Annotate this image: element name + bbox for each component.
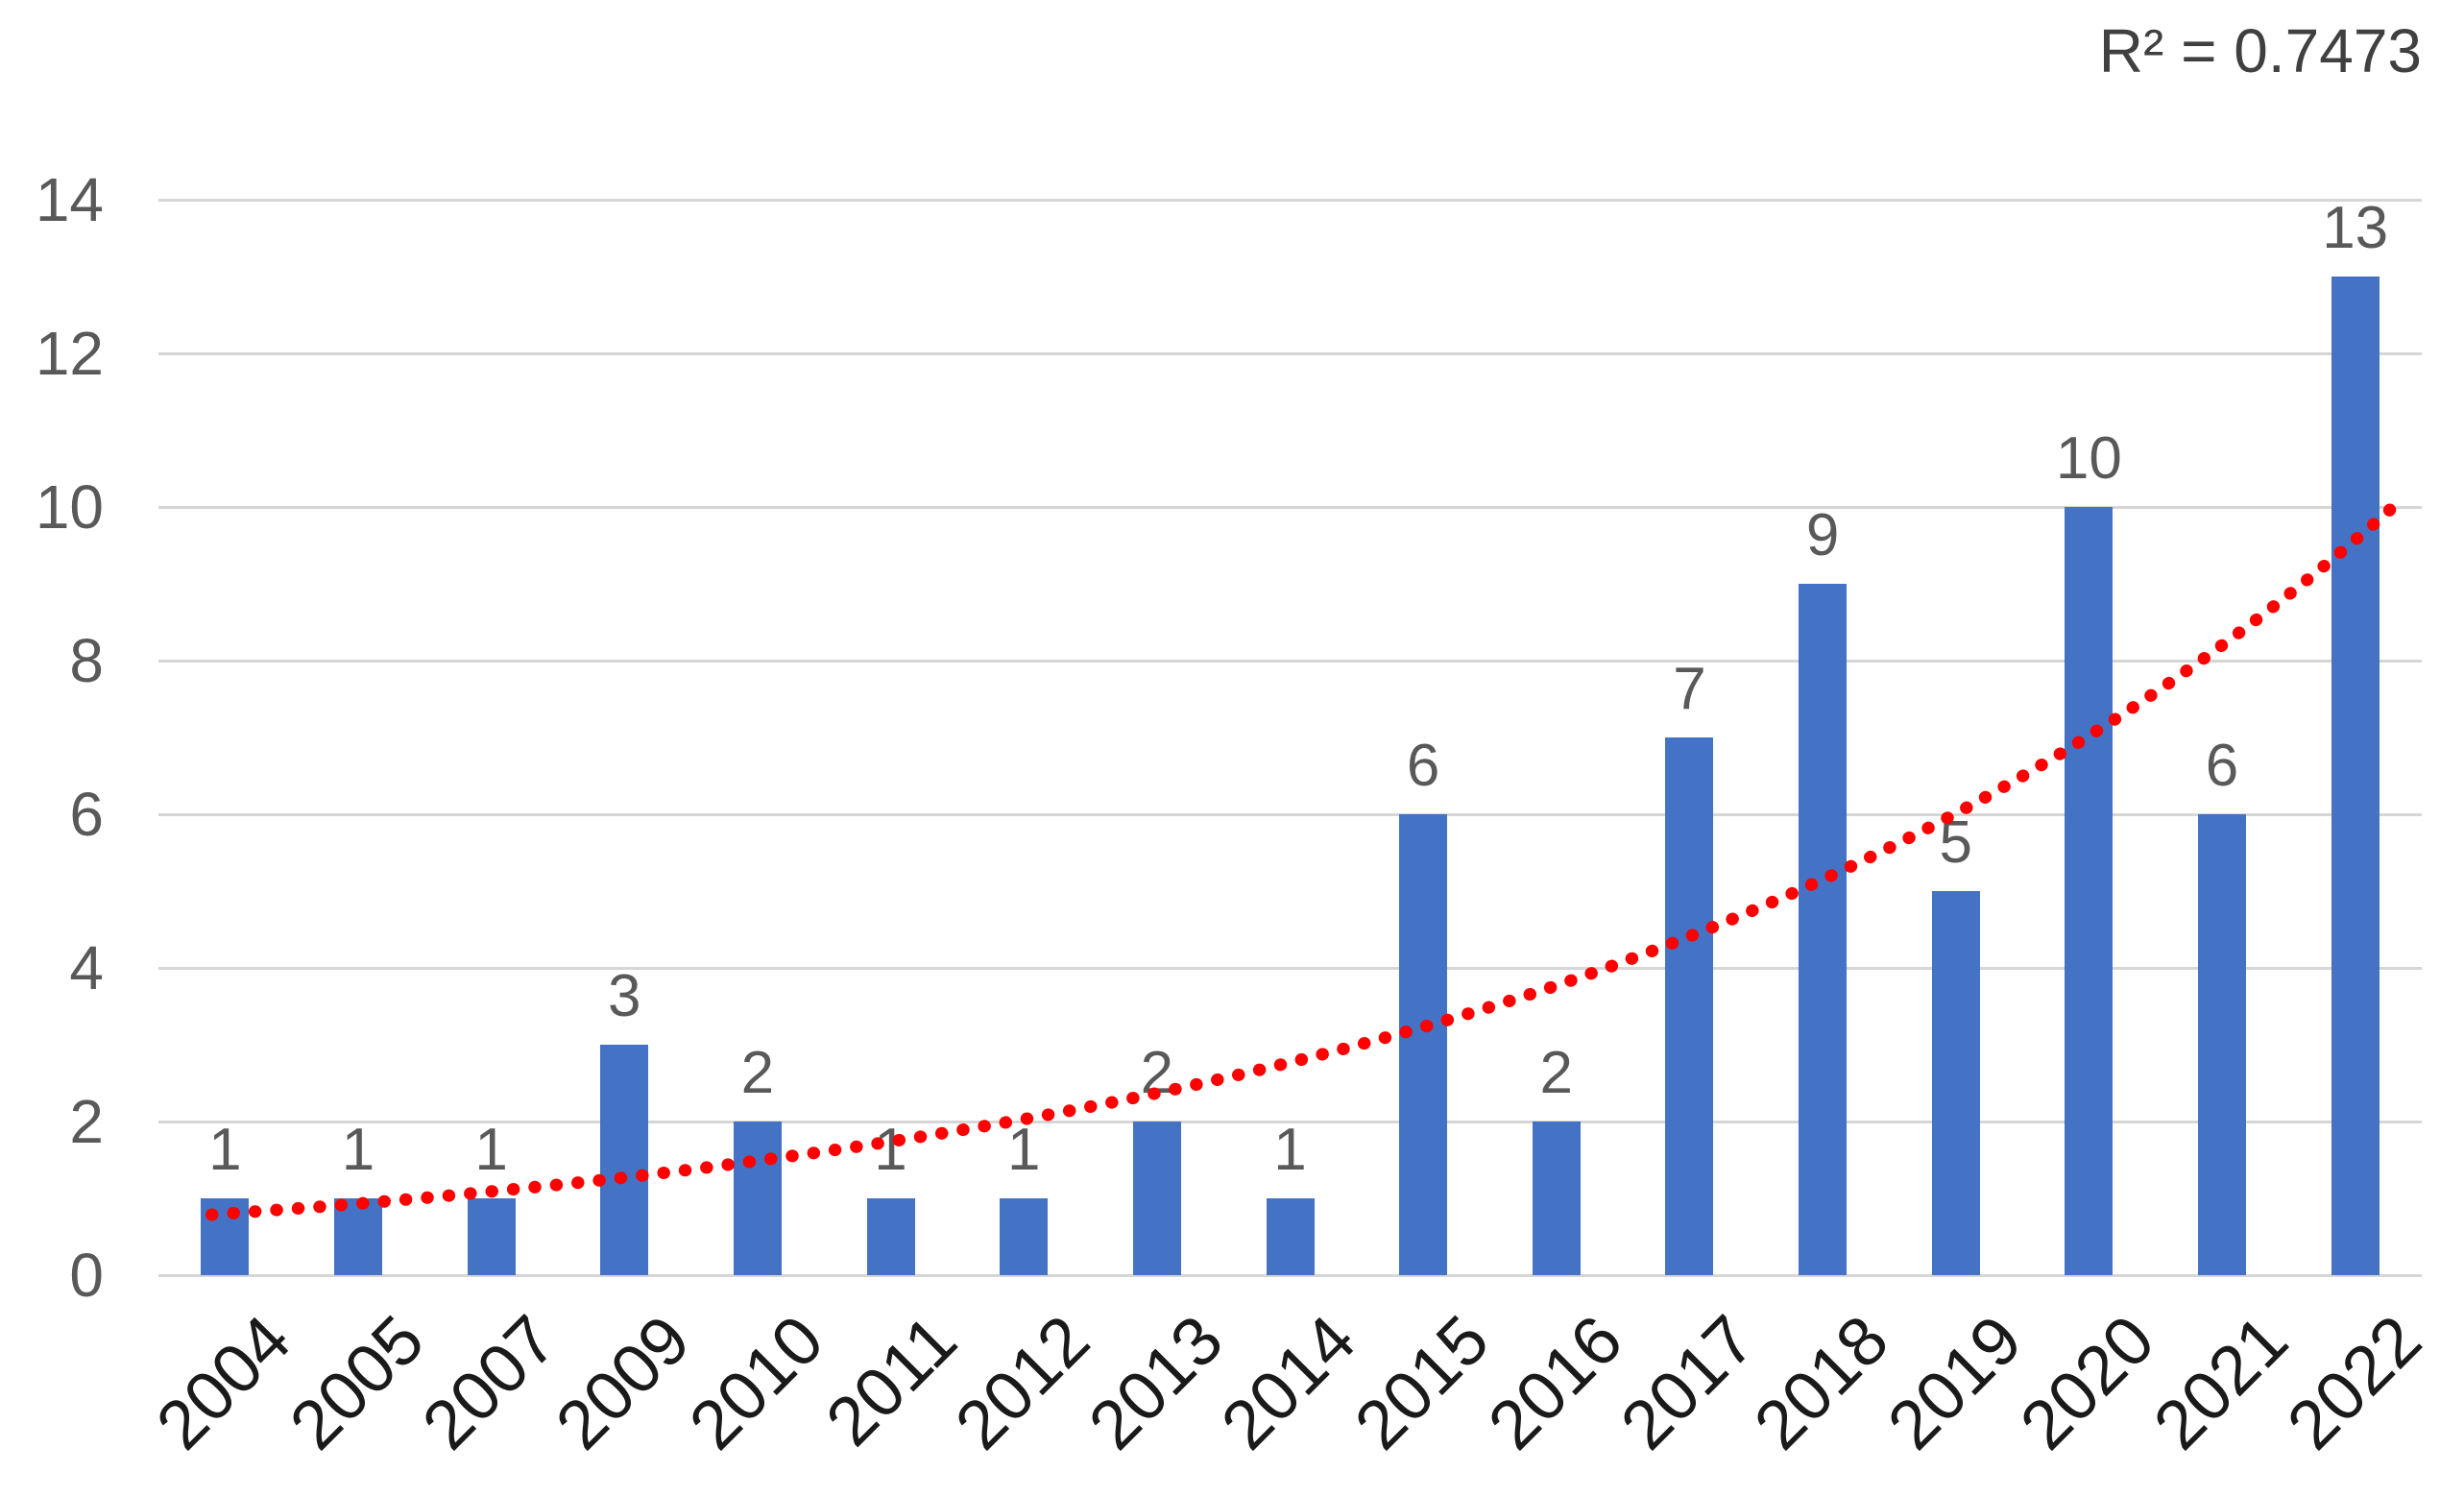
x-tick-label-2011: 2011 bbox=[811, 1301, 972, 1461]
data-label: 3 bbox=[608, 962, 641, 1029]
bar-2011 bbox=[866, 1198, 915, 1275]
gridline-y-8 bbox=[158, 659, 2422, 663]
y-tick-label: 10 bbox=[35, 472, 104, 542]
bar-2007 bbox=[467, 1198, 516, 1275]
gridline-y-4 bbox=[158, 966, 2422, 970]
y-tick-label: 0 bbox=[69, 1241, 104, 1310]
x-tick-label-2015: 2015 bbox=[1341, 1301, 1504, 1464]
data-label: 2 bbox=[740, 1039, 775, 1106]
bar-2016 bbox=[1532, 1122, 1581, 1275]
bar-2021 bbox=[2198, 814, 2247, 1275]
x-tick-label-2009: 2009 bbox=[542, 1301, 706, 1464]
data-label: 1 bbox=[1006, 1116, 1041, 1183]
x-tick-label-2004: 2004 bbox=[142, 1301, 306, 1464]
x-tick-label-2022: 2022 bbox=[2272, 1301, 2436, 1464]
gridline-y-14 bbox=[158, 198, 2422, 202]
bar-2014 bbox=[1266, 1198, 1315, 1275]
x-tick-label-2010: 2010 bbox=[674, 1301, 838, 1464]
bar-2012 bbox=[1000, 1198, 1049, 1275]
data-label: 2 bbox=[1539, 1039, 1574, 1106]
data-label: 1 bbox=[474, 1116, 508, 1183]
gridline-y-12 bbox=[158, 351, 2422, 355]
y-tick-label: 6 bbox=[69, 780, 104, 849]
x-tick-label-2020: 2020 bbox=[2006, 1301, 2170, 1464]
bar-2017 bbox=[1665, 737, 1714, 1275]
y-tick-label: 2 bbox=[69, 1087, 104, 1156]
x-tick-label-2018: 2018 bbox=[1740, 1301, 1903, 1464]
data-label: 7 bbox=[1673, 655, 1706, 722]
data-label: 10 bbox=[2055, 424, 2122, 492]
bar-2020 bbox=[2065, 507, 2114, 1275]
x-tick-label-2017: 2017 bbox=[1606, 1301, 1771, 1464]
data-label: 1 bbox=[1273, 1116, 1307, 1183]
gridline-y-6 bbox=[158, 812, 2422, 816]
bar-2009 bbox=[600, 1045, 649, 1275]
trendline-path bbox=[205, 498, 2402, 1221]
bar-2013 bbox=[1132, 1122, 1181, 1275]
x-tick-label-2021: 2021 bbox=[2138, 1301, 2303, 1464]
y-tick-label: 8 bbox=[69, 626, 104, 695]
bar-2019 bbox=[1931, 891, 1980, 1275]
x-tick-label-2019: 2019 bbox=[1872, 1301, 2037, 1464]
x-tick-label-2005: 2005 bbox=[275, 1301, 439, 1464]
r-squared-label: R² = 0.7473 bbox=[2098, 16, 2422, 85]
bar-2022 bbox=[2331, 277, 2379, 1275]
data-label: 6 bbox=[2205, 732, 2239, 799]
data-label: 1 bbox=[874, 1116, 907, 1183]
bar-2015 bbox=[1399, 814, 1448, 1275]
y-tick-label: 14 bbox=[35, 165, 104, 234]
data-label: 1 bbox=[208, 1116, 242, 1183]
x-tick-label-2012: 2012 bbox=[941, 1301, 1104, 1464]
plot-area: 1 1 1 3 2 1 1 2 1 6 2 7 9 5 10 6 13 bbox=[158, 194, 2422, 1277]
bar-2010 bbox=[733, 1122, 782, 1275]
x-tick-label-2016: 2016 bbox=[1473, 1301, 1637, 1464]
trendline bbox=[205, 498, 2402, 1221]
data-label: 13 bbox=[2322, 194, 2389, 261]
y-tick-label: 4 bbox=[69, 933, 104, 1002]
gridline-y-2 bbox=[158, 1120, 2422, 1123]
data-label: 6 bbox=[1406, 732, 1440, 799]
x-tick-label-2014: 2014 bbox=[1207, 1301, 1371, 1464]
y-tick-label: 12 bbox=[35, 319, 104, 388]
gridline-y-10 bbox=[158, 505, 2422, 509]
x-tick-label-2013: 2013 bbox=[1074, 1301, 1238, 1464]
data-label: 9 bbox=[1805, 501, 1840, 568]
gridline-y-0 bbox=[158, 1273, 2422, 1277]
data-label: 1 bbox=[341, 1116, 375, 1183]
bar-2018 bbox=[1799, 584, 1848, 1275]
x-tick-label-2007: 2007 bbox=[408, 1301, 572, 1464]
